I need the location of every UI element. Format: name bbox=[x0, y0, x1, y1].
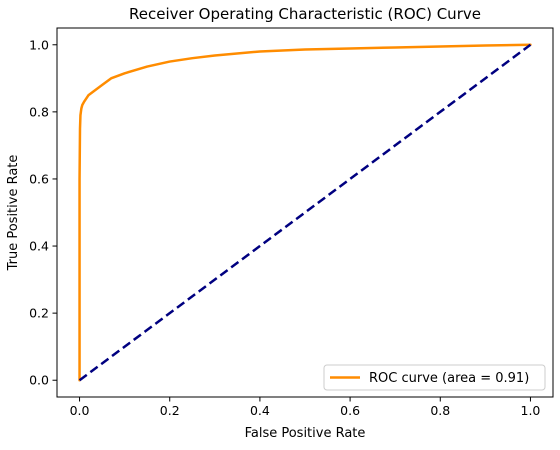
chart-title: Receiver Operating Characteristic (ROC) … bbox=[129, 5, 481, 23]
roc-curve-line bbox=[78, 43, 532, 382]
legend-label-roc-curve: ROC curve (area = 0.91) bbox=[369, 371, 529, 386]
y-axis-label: True Positive Rate bbox=[6, 155, 21, 272]
y-tick-label: 0.2 bbox=[29, 306, 49, 321]
axes-frame bbox=[56, 27, 554, 398]
x-tick-label: 0.4 bbox=[250, 403, 270, 418]
y-tick-label: 1.0 bbox=[29, 37, 49, 52]
x-tick-label: 0.6 bbox=[340, 403, 360, 418]
x-tick-label: 0.8 bbox=[430, 403, 450, 418]
y-tick-label: 0.6 bbox=[29, 171, 49, 186]
x-tick-label: 0.2 bbox=[160, 403, 180, 418]
y-tick-label: 0.8 bbox=[29, 104, 49, 119]
x-axis-label: False Positive Rate bbox=[245, 426, 366, 441]
x-tick-label: 0.0 bbox=[70, 403, 90, 418]
chance-diagonal-line bbox=[78, 43, 532, 382]
legend-box bbox=[323, 364, 546, 391]
x-tick-label: 1.0 bbox=[521, 403, 541, 418]
y-tick-label: 0.0 bbox=[29, 373, 49, 388]
plot-area: 0.0 0.2 0.4 0.6 0.8 1.0 0.0 0.2 0.4 0.6 0.8 1.0 bbox=[29, 27, 554, 418]
y-tick-label: 0.4 bbox=[29, 239, 49, 254]
legend: ROC curve (area = 0.91) bbox=[323, 364, 546, 391]
